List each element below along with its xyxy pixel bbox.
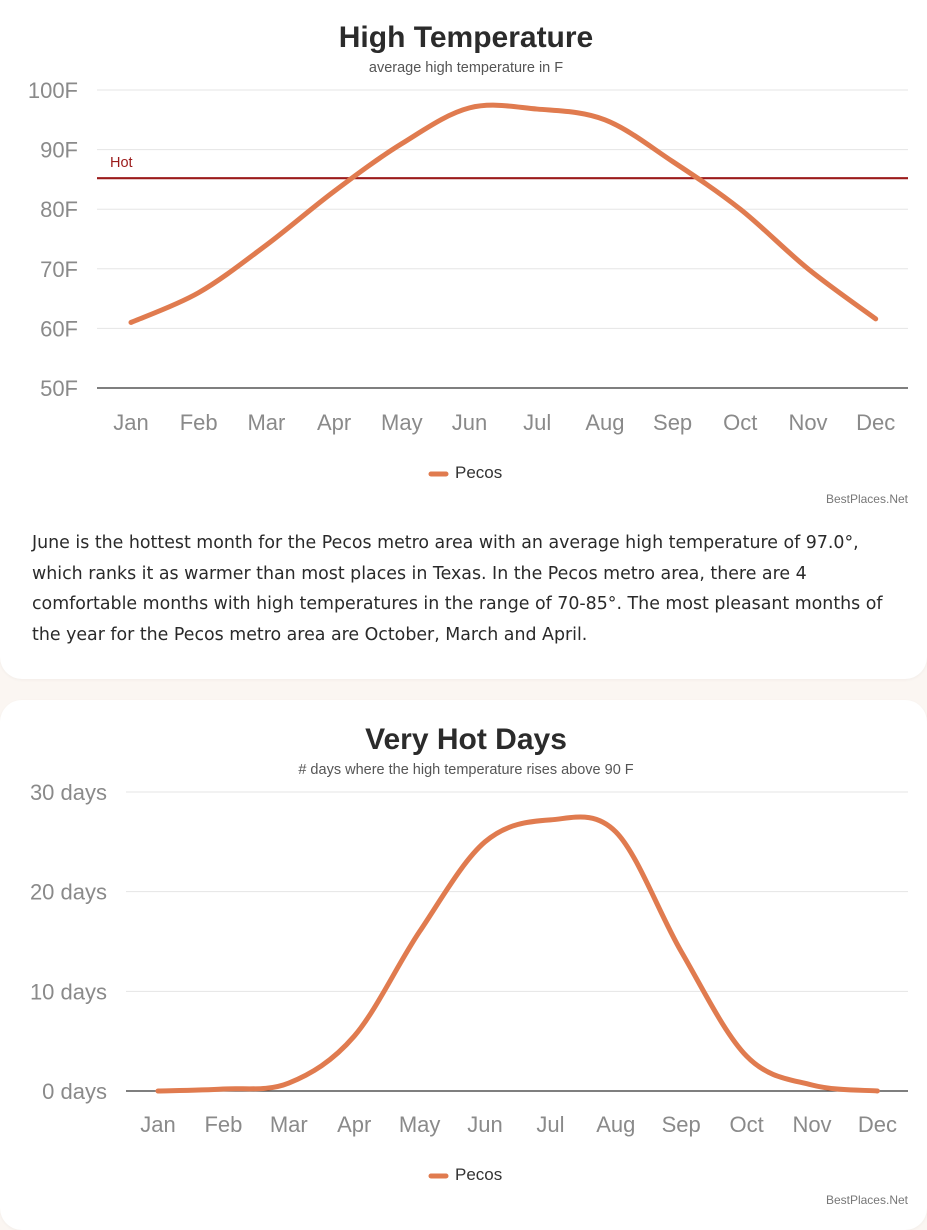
chart-title: High Temperature bbox=[339, 21, 594, 54]
very-hot-days-card bbox=[0, 700, 927, 1230]
hot-reference-label: Hot bbox=[110, 155, 133, 171]
chart-legend: Pecos bbox=[428, 463, 502, 482]
series-line-pecos bbox=[155, 814, 880, 1094]
x-tick-label: Oct bbox=[729, 1112, 763, 1137]
chart-credit: BestPlaces.Net bbox=[826, 1193, 909, 1207]
series-line-pecos bbox=[128, 102, 879, 325]
x-tick-label: Mar bbox=[247, 410, 285, 435]
x-tick-label: Nov bbox=[788, 410, 827, 435]
y-tick-label: 20 days bbox=[30, 880, 107, 905]
x-tick-label: Apr bbox=[317, 410, 351, 435]
x-tick-label: Apr bbox=[337, 1112, 371, 1137]
high-temperature-card bbox=[0, 0, 927, 679]
x-tick-label: Jan bbox=[140, 1112, 175, 1137]
x-tick-label: Sep bbox=[662, 1112, 701, 1137]
x-tick-label: Aug bbox=[585, 410, 624, 435]
y-tick-label: 60F bbox=[40, 316, 78, 341]
x-tick-label: May bbox=[381, 410, 423, 435]
y-tick-label: 50F bbox=[40, 376, 78, 401]
legend-label: Pecos bbox=[455, 1165, 502, 1184]
chart-subtitle: # days where the high temperature rises … bbox=[298, 762, 633, 778]
y-tick-label: 0 days bbox=[42, 1079, 107, 1104]
x-tick-label: Mar bbox=[270, 1112, 308, 1137]
legend-label: Pecos bbox=[455, 463, 502, 482]
chart-credit: BestPlaces.Net bbox=[826, 492, 909, 506]
high-temperature-chart: High Temperature average high temperatur… bbox=[28, 21, 909, 506]
y-tick-label: 100F bbox=[28, 78, 78, 103]
x-tick-label: Sep bbox=[653, 410, 692, 435]
x-tick-label: Oct bbox=[723, 410, 757, 435]
y-tick-label: 70F bbox=[40, 257, 78, 282]
x-tick-label: Jun bbox=[467, 1112, 502, 1137]
chart-subtitle: average high temperature in F bbox=[369, 60, 563, 76]
x-tick-label: May bbox=[399, 1112, 441, 1137]
x-tick-label: Jul bbox=[523, 410, 551, 435]
x-tick-label: Jun bbox=[452, 410, 487, 435]
y-tick-label: 90F bbox=[40, 138, 78, 163]
x-tick-label: Aug bbox=[596, 1112, 635, 1137]
x-tick-label: Feb bbox=[180, 410, 218, 435]
x-tick-label: Nov bbox=[792, 1112, 831, 1137]
y-tick-label: 80F bbox=[40, 197, 78, 222]
x-tick-label: Feb bbox=[204, 1112, 242, 1137]
x-tick-label: Dec bbox=[858, 1112, 897, 1137]
y-tick-label: 30 days bbox=[30, 780, 107, 805]
very-hot-days-chart: Very Hot Days # days where the high temp… bbox=[30, 723, 909, 1207]
x-tick-label: Jan bbox=[113, 410, 148, 435]
climate-description: June is the hottest month for the Pecos … bbox=[32, 533, 883, 645]
x-tick-label: Jul bbox=[536, 1112, 564, 1137]
x-tick-label: Dec bbox=[856, 410, 895, 435]
chart-title: Very Hot Days bbox=[365, 723, 567, 756]
chart-legend: Pecos bbox=[428, 1165, 502, 1184]
y-tick-label: 10 days bbox=[30, 979, 107, 1004]
